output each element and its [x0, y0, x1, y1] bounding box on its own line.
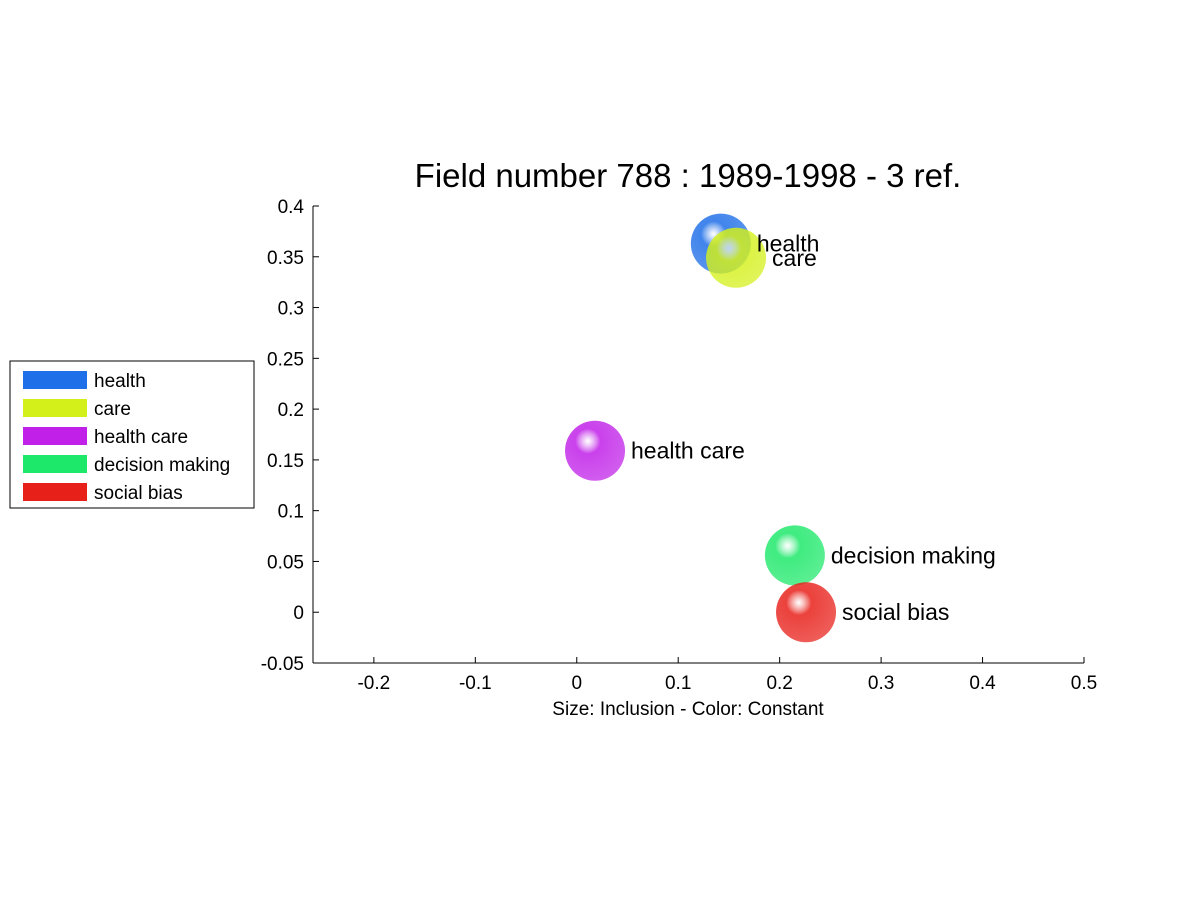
y-tick-label: 0.3 [278, 299, 304, 320]
x-tick-label: 0.3 [868, 673, 894, 694]
y-tick-label: 0 [293, 603, 304, 624]
y-tick-label: -0.05 [261, 654, 304, 675]
x-tick-label: -0.2 [357, 673, 390, 694]
legend-swatch [23, 371, 87, 389]
bubble-care [706, 227, 767, 288]
x-axis-label: Size: Inclusion - Color: Constant [552, 699, 824, 720]
x-tick-label: 0 [571, 673, 582, 694]
y-tick-label: 0.1 [278, 502, 304, 523]
legend-entry: health care [94, 427, 188, 448]
y-tick-label: 0.05 [267, 552, 304, 573]
legend-entry: health [94, 371, 146, 392]
legend-swatch [23, 399, 87, 417]
x-tick-label: -0.1 [459, 673, 492, 694]
bubble-health-care [565, 420, 626, 481]
y-tick-label: 0.15 [267, 451, 304, 472]
legend-entry: care [94, 399, 131, 420]
point-label: health care [631, 438, 745, 464]
axes: -0.2 -0.1 0 0.1 0.2 0.3 0.4 0.5 -0.05 0 0.05 0.1 0.1… [261, 197, 1098, 694]
chart-title: Field number 788 : 1989-1998 - 3 ref. [415, 157, 962, 194]
legend-swatch [23, 427, 87, 445]
legend-entry: decision making [94, 455, 230, 476]
y-tick-label: 0.35 [267, 248, 304, 269]
point-label: health [757, 231, 820, 257]
point-label: decision making [831, 542, 996, 568]
y-tick-label: 0.4 [278, 197, 305, 218]
x-tick-label: 0.1 [665, 673, 691, 694]
legend-swatch [23, 455, 87, 473]
point-label: social bias [842, 599, 949, 625]
y-tick-label: 0.2 [278, 400, 304, 421]
legend-entry: social bias [94, 483, 183, 504]
legend: health care health care decision making soci… [9, 360, 255, 509]
bubble-social-bias [776, 582, 837, 643]
x-tick-label: 0.2 [766, 673, 792, 694]
legend-swatch [23, 483, 87, 501]
bubbles [565, 213, 837, 643]
x-tick-label: 0.4 [969, 673, 996, 694]
bubble-decision-making [764, 525, 825, 586]
y-tick-label: 0.25 [267, 349, 304, 370]
point-label: care [772, 245, 817, 271]
x-tick-label: 0.5 [1071, 673, 1097, 694]
